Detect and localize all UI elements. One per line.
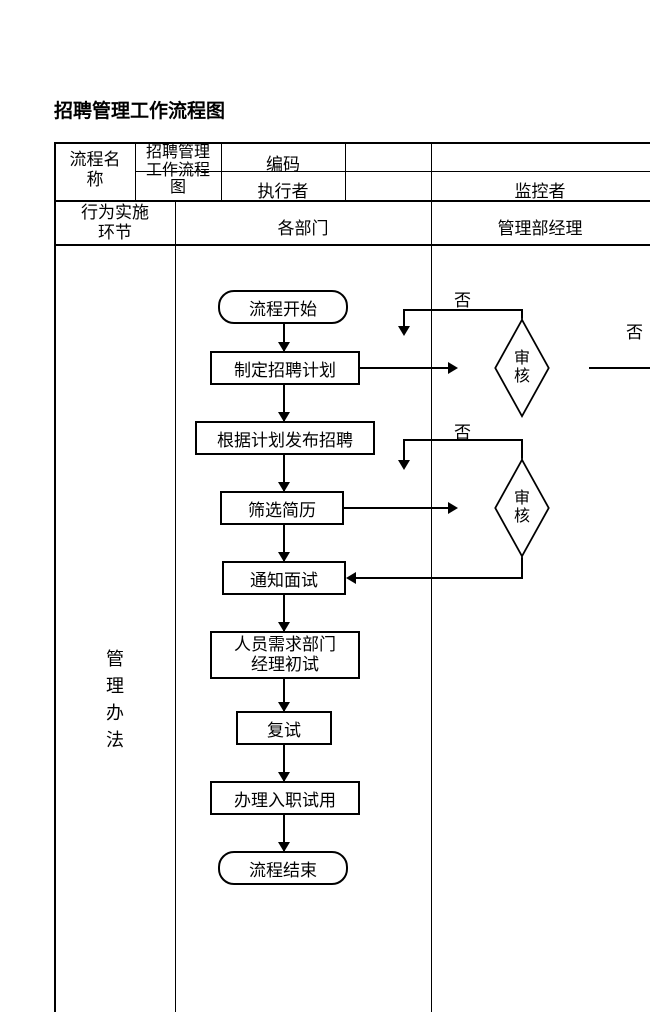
- label-code: 编码: [222, 150, 344, 175]
- page-title: 招聘管理工作流程图: [54, 96, 225, 123]
- table-vline: [54, 142, 56, 1012]
- table-vline: [431, 200, 432, 1012]
- node-label: 办理入职试用: [234, 786, 336, 811]
- label-row: 管 理 办 法: [100, 646, 130, 754]
- flow-edge: [360, 367, 455, 369]
- node-label: 审 核: [457, 339, 587, 397]
- flow-edge-yes: [354, 577, 523, 579]
- label-no: 否: [454, 418, 471, 443]
- node-audit-2: 审 核: [457, 479, 587, 537]
- arrow-down-icon: [398, 326, 410, 336]
- node-label: 筛选简历: [248, 496, 316, 521]
- flow-edge-no: [589, 367, 650, 369]
- arrow-down-icon: [398, 460, 410, 470]
- node-label: 制定招聘计划: [234, 356, 336, 381]
- node-notify: 通知面试: [222, 561, 346, 595]
- node-label: 复试: [267, 716, 301, 741]
- flow-edge: [344, 507, 455, 509]
- node-start: 流程开始: [218, 290, 348, 324]
- label-process-name: 流程名 称: [55, 150, 135, 189]
- node-first-interview: 人员需求部门 经理初试: [210, 631, 360, 679]
- node-publish: 根据计划发布招聘: [195, 421, 375, 455]
- node-onboard: 办理入职试用: [210, 781, 360, 815]
- node-label: 人员需求部门 经理初试: [234, 635, 336, 674]
- table-vline: [175, 200, 176, 1012]
- node-label: 审 核: [457, 479, 587, 537]
- node-second-interview: 复试: [236, 711, 332, 745]
- node-label: 通知面试: [250, 566, 318, 591]
- label-mgr: 管理部经理: [432, 214, 648, 239]
- table-hline: [54, 244, 650, 246]
- label-step: 行为实施 环节: [56, 203, 174, 242]
- label-monitor: 监控者: [432, 177, 648, 202]
- arrow-left-icon: [346, 572, 356, 584]
- node-end: 流程结束: [218, 851, 348, 885]
- label-executor: 执行者: [222, 177, 344, 202]
- node-label: 根据计划发布招聘: [217, 426, 353, 451]
- node-plan: 制定招聘计划: [210, 351, 360, 385]
- node-label: 流程结束: [249, 856, 317, 881]
- label-no: 否: [454, 286, 471, 311]
- label-process-value: 招聘管理 工作流程 图: [136, 144, 220, 197]
- page-canvas: 招聘管理工作流程图 流程名 称 招聘管理 工作流程 图 编码 执行者 监控者 行…: [0, 0, 650, 1012]
- node-audit-1: 审 核: [457, 339, 587, 397]
- table-vline: [345, 142, 346, 200]
- node-filter: 筛选简历: [220, 491, 344, 525]
- label-dept: 各部门: [176, 214, 430, 239]
- label-no: 否: [626, 318, 643, 343]
- node-label: 流程开始: [249, 295, 317, 320]
